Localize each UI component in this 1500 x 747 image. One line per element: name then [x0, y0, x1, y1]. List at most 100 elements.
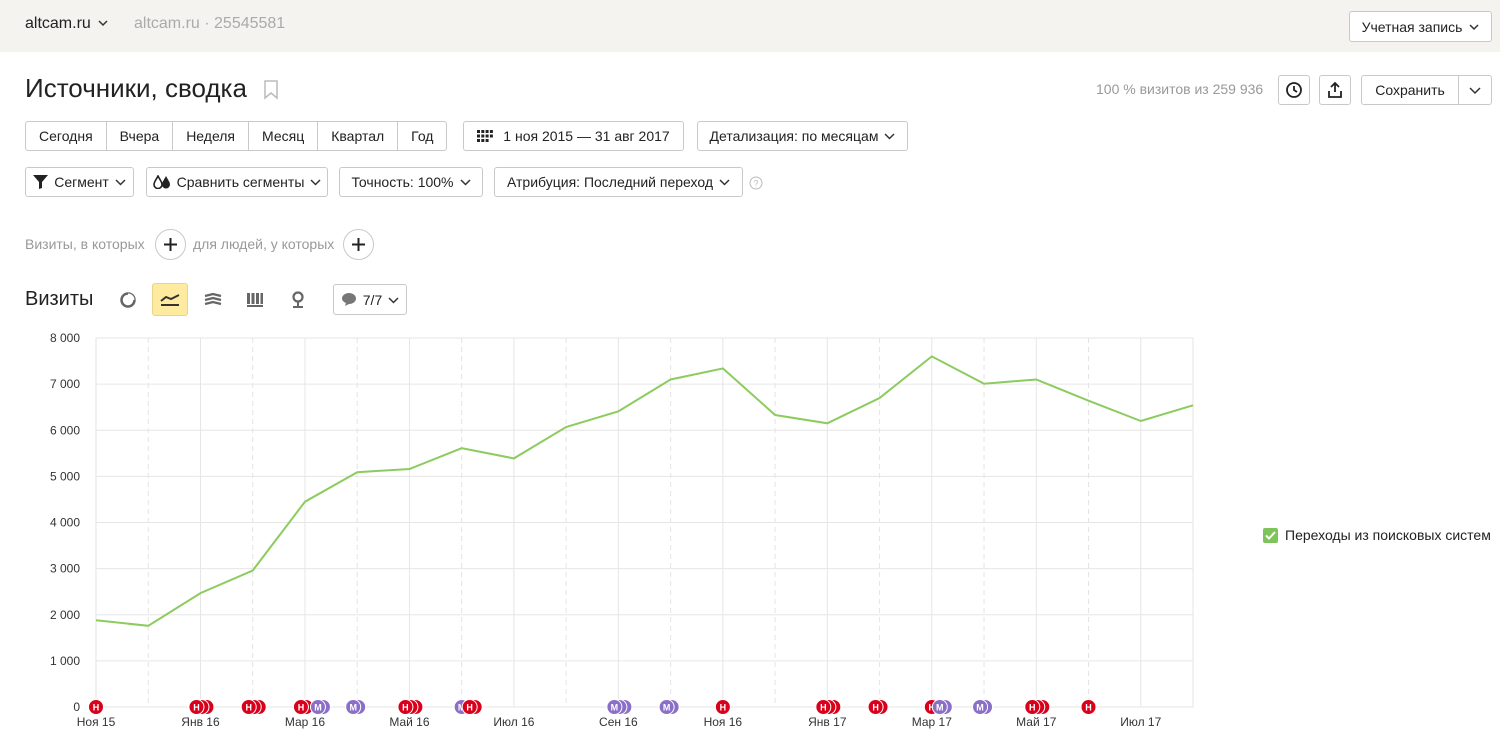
- legend-checkbox[interactable]: [1263, 527, 1278, 543]
- note-letter: Н: [466, 703, 473, 713]
- y-tick-label: 1 000: [50, 654, 80, 668]
- comment-icon: [341, 293, 356, 306]
- svg-text:?: ?: [753, 179, 758, 189]
- save-dropdown-button[interactable]: [1458, 75, 1492, 105]
- export-icon: [1328, 81, 1342, 98]
- note-letter: М: [976, 703, 984, 713]
- note-letter: Н: [93, 703, 100, 713]
- x-tick-label: Ноя 15: [77, 715, 116, 729]
- period-button[interactable]: Вчера: [107, 122, 174, 150]
- period-button[interactable]: Неделя: [173, 122, 250, 150]
- attribution-label: Атрибуция: Последний переход: [506, 174, 713, 190]
- note-marker: [240, 699, 257, 715]
- compare-segments-button[interactable]: Сравнить сегменты: [146, 167, 328, 197]
- x-tick-label: Май 16: [389, 715, 430, 729]
- series-line: [95, 355, 1194, 627]
- chevron-down-icon: [1469, 23, 1479, 30]
- account-button[interactable]: Учетная запись: [1349, 11, 1492, 42]
- x-tick-label: Май 17: [1016, 715, 1057, 729]
- area-chart-view-button[interactable]: [195, 283, 231, 316]
- y-tick-label: 4 000: [50, 516, 80, 530]
- note-marker: [188, 699, 205, 715]
- chevron-down-icon: [115, 179, 126, 186]
- attribution-dropdown[interactable]: Атрибуция: Последний переход: [494, 167, 743, 197]
- clock-icon: [1286, 82, 1302, 98]
- x-tick-label: Сен 16: [599, 715, 638, 729]
- note-letter: М: [663, 703, 671, 713]
- date-range-label: 1 ноя 2015 — 31 авг 2017: [503, 128, 670, 144]
- note-letter: Н: [820, 703, 827, 713]
- y-tick-label: 7 000: [50, 377, 80, 391]
- map-pin-icon: [292, 290, 304, 308]
- pie-chart-icon: [120, 291, 136, 308]
- note-letter: Н: [193, 703, 200, 713]
- note-letter: М: [349, 703, 357, 713]
- visits-line-chart: 0 1 000 2 000 3 000 4 000 5 000 6 000 7 000 8 00…: [50, 331, 1194, 729]
- calendar-icon: [477, 130, 494, 142]
- period-button[interactable]: Сегодня: [26, 122, 107, 150]
- detail-dropdown[interactable]: Детализация: по месяцам: [697, 121, 908, 151]
- drops-icon: [152, 175, 170, 189]
- x-tick-label: Июл 17: [1120, 715, 1161, 729]
- period-button[interactable]: Квартал: [318, 122, 399, 150]
- share-button[interactable]: [1319, 75, 1351, 105]
- note-marker: [309, 699, 326, 715]
- site-selector[interactable]: altcam.ru: [25, 15, 91, 32]
- add-people-condition-button[interactable]: [343, 229, 374, 260]
- x-tick-label: Ноя 16: [704, 715, 743, 729]
- filter-icon: [33, 175, 49, 189]
- area-chart-icon: [204, 292, 222, 305]
- history-button[interactable]: [1278, 75, 1310, 105]
- chart-title: Визиты: [25, 288, 94, 310]
- top-bar: altcam.ru altcam.ru · 25545581 Учетная з…: [0, 0, 1500, 52]
- accuracy-dropdown[interactable]: Точность: 100%: [339, 167, 483, 197]
- note-letter: Н: [1029, 703, 1036, 713]
- line-chart-icon: [160, 293, 180, 306]
- note-marker: [931, 699, 948, 715]
- add-visit-condition-button[interactable]: [155, 229, 186, 260]
- map-view-button[interactable]: [280, 283, 316, 316]
- chevron-down-icon[interactable]: [98, 18, 108, 28]
- period-button[interactable]: Год: [411, 128, 434, 144]
- save-button[interactable]: Сохранить: [1361, 75, 1459, 105]
- x-tick-label: Мар 16: [285, 715, 325, 729]
- y-tick-label: 6 000: [50, 423, 80, 437]
- detail-label: Детализация: по месяцам: [709, 128, 879, 144]
- segment-button[interactable]: Сегмент: [25, 167, 134, 197]
- help-icon[interactable]: ?: [749, 176, 763, 190]
- pie-chart-view-button[interactable]: [110, 283, 146, 316]
- chevron-down-icon: [459, 179, 471, 186]
- note-letter: М: [611, 703, 619, 713]
- x-tick-label: Янв 16: [181, 715, 220, 729]
- visits-info: 100 % визитов из 259 936: [1096, 81, 1264, 97]
- people-filter-label: для людей, у которых: [193, 236, 335, 252]
- note-letter: Н: [402, 703, 409, 713]
- note-marker: [461, 699, 478, 715]
- note-letter: Н: [1085, 703, 1092, 713]
- chevron-down-icon: [1469, 87, 1481, 95]
- chart-legend[interactable]: Переходы из поисковых систем: [1263, 527, 1491, 543]
- check-icon: [1265, 530, 1276, 540]
- note-letter: Н: [872, 703, 879, 713]
- bookmark-icon[interactable]: [263, 80, 279, 100]
- period-button[interactable]: Месяц: [249, 122, 319, 150]
- note-marker: [1024, 699, 1041, 715]
- note-letter: Н: [929, 703, 936, 713]
- segment-label: Сегмент: [54, 174, 109, 190]
- y-tick-label: 3 000: [50, 562, 80, 576]
- chevron-down-icon: [884, 133, 895, 140]
- y-tick-label: 2 000: [50, 608, 80, 622]
- legend-label: Переходы из поисковых систем: [1285, 527, 1491, 543]
- line-chart-view-button[interactable]: [152, 283, 188, 316]
- note-marker: [1080, 699, 1097, 715]
- bar-chart-icon: [247, 292, 263, 307]
- x-tick-label: Июл 16: [493, 715, 534, 729]
- note-letter: Н: [720, 703, 727, 713]
- note-marker: [345, 699, 362, 715]
- note-letter: М: [936, 703, 944, 713]
- note-marker: [292, 699, 309, 715]
- date-range-button[interactable]: 1 ноя 2015 — 31 авг 2017: [463, 121, 684, 151]
- bar-chart-view-button[interactable]: [237, 283, 273, 316]
- plus-icon: [352, 238, 365, 251]
- notes-dropdown[interactable]: 7/7: [333, 284, 407, 315]
